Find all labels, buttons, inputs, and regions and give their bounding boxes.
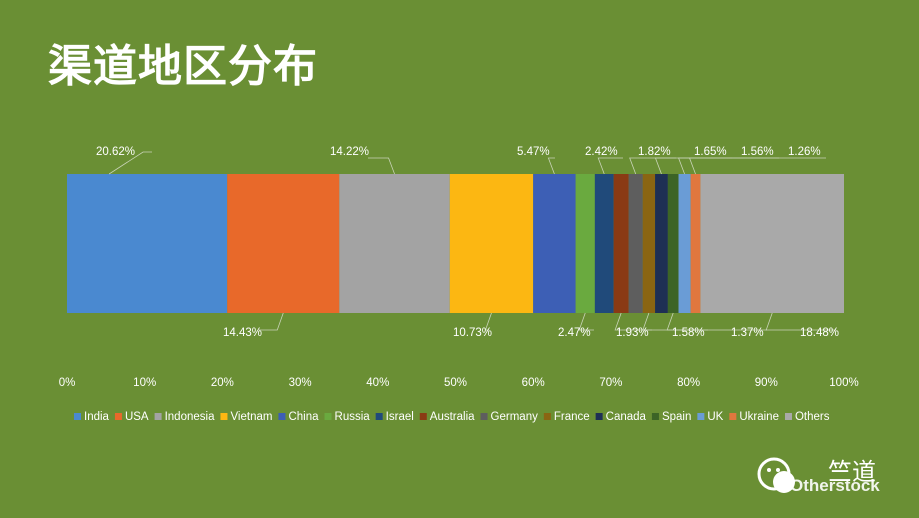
legend-swatch: [278, 413, 286, 420]
x-tick-label: 10%: [133, 377, 156, 389]
legend-swatch: [74, 413, 81, 420]
leader-line: [765, 312, 836, 331]
data-label: 2.42%: [585, 146, 618, 158]
bar-group: [67, 174, 844, 313]
legend-swatch: [595, 413, 603, 420]
legend-swatch: [480, 413, 488, 420]
leader-line: [368, 157, 395, 175]
legend-swatch: [729, 413, 737, 420]
brand-name: 竺道: [828, 458, 876, 486]
leader-line: [688, 157, 826, 175]
data-label: 1.93%: [616, 327, 649, 339]
legend-label: India: [84, 411, 110, 423]
bar-segment-china: [533, 174, 576, 313]
bar-segment-usa: [227, 174, 340, 313]
bar-segment-ukraine: [690, 174, 701, 313]
data-label: 14.22%: [330, 146, 369, 158]
leader-line: [614, 312, 652, 331]
data-label: 10.73%: [453, 327, 492, 339]
brand-subtitle: Otherstock: [790, 476, 880, 495]
data-label: 2.47%: [558, 327, 591, 339]
wechat-logo-icon: [757, 457, 795, 493]
page-title: 渠道地区分布: [48, 41, 318, 92]
data-label: 18.48%: [800, 327, 839, 339]
x-axis-ticks: 0% 10% 20% 30% 40% 50% 60% 70% 80% 90% 100%: [59, 377, 859, 389]
legend-label: Russia: [335, 411, 371, 423]
data-label: 1.82%: [638, 146, 671, 158]
legend-label: France: [554, 411, 590, 423]
leader-line: [547, 157, 555, 175]
legend-swatch: [419, 413, 427, 420]
legend-swatch: [651, 413, 659, 420]
x-tick-label: 60%: [522, 377, 545, 389]
legend-label: Ukraine: [739, 411, 779, 423]
legend-label: Canada: [606, 411, 647, 423]
legend-label: Spain: [662, 411, 691, 423]
legend-swatch: [154, 413, 162, 420]
stacked-bar-chart: 20.62% 14.43% 14.22% 10.73% 5.47% 2.47% 2.42% 1…: [59, 146, 859, 423]
bar-segment-spain: [667, 174, 679, 313]
legend-swatch: [114, 413, 122, 420]
bar-segment-france: [642, 174, 656, 313]
legend-label: USA: [125, 411, 149, 423]
leader-line: [578, 312, 594, 331]
legend-swatch: [697, 413, 705, 420]
leader-line: [597, 157, 623, 175]
legend-label: UK: [707, 411, 723, 423]
x-tick-label: 100%: [829, 377, 858, 389]
bar-segment-germany: [628, 174, 643, 313]
data-label: 1.58%: [672, 327, 705, 339]
legend-label: Indonesia: [165, 411, 215, 423]
legend-label: Israel: [386, 411, 414, 423]
leader-line: [677, 157, 779, 175]
x-tick-label: 30%: [289, 377, 312, 389]
x-tick-label: 80%: [677, 377, 700, 389]
legend-swatch: [784, 413, 792, 420]
data-label: 1.56%: [741, 146, 774, 158]
data-label: 1.65%: [694, 146, 727, 158]
bar-segment-russia: [575, 174, 595, 313]
data-label: 1.37%: [731, 327, 764, 339]
legend-label: Vietnam: [230, 411, 272, 423]
legend: India USA Indonesia Vietnam China Russia Israe…: [74, 411, 830, 423]
bar-segment-australia: [613, 174, 629, 313]
x-tick-label: 90%: [755, 377, 778, 389]
data-label: 14.43%: [223, 327, 262, 339]
x-tick-label: 50%: [444, 377, 467, 389]
leader-lines: [108, 151, 836, 331]
bar-segment-israel: [594, 174, 614, 313]
x-tick-label: 20%: [211, 377, 234, 389]
leader-line: [259, 312, 284, 331]
legend-swatch: [220, 413, 228, 420]
bar-segment-canada: [655, 174, 668, 313]
legend-swatch: [375, 413, 383, 420]
leader-line: [484, 312, 492, 331]
x-tick-label: 0%: [59, 377, 76, 389]
leader-line: [108, 151, 152, 175]
data-label: 5.47%: [517, 146, 550, 158]
legend-label: Others: [795, 411, 830, 423]
legend-swatch: [543, 413, 551, 420]
leader-line: [629, 157, 676, 175]
leader-line: [666, 312, 767, 331]
data-labels: 20.62% 14.43% 14.22% 10.73% 5.47% 2.47% 2.42% 1…: [96, 146, 839, 339]
x-tick-label: 70%: [599, 377, 622, 389]
bar-segment-others: [700, 174, 844, 313]
legend-label: Germany: [491, 411, 539, 423]
leader-line: [654, 157, 732, 175]
bar-segment-uk: [678, 174, 691, 313]
bar-segment-vietnam: [449, 174, 534, 313]
legend-label: Australia: [430, 411, 475, 423]
bar-segment-indonesia: [339, 174, 450, 313]
x-tick-label: 40%: [366, 377, 389, 389]
data-label: 1.26%: [788, 146, 821, 158]
bar-segment-india: [67, 174, 228, 313]
legend-swatch: [324, 413, 332, 420]
data-label: 20.62%: [96, 146, 135, 158]
legend-label: China: [288, 411, 319, 423]
